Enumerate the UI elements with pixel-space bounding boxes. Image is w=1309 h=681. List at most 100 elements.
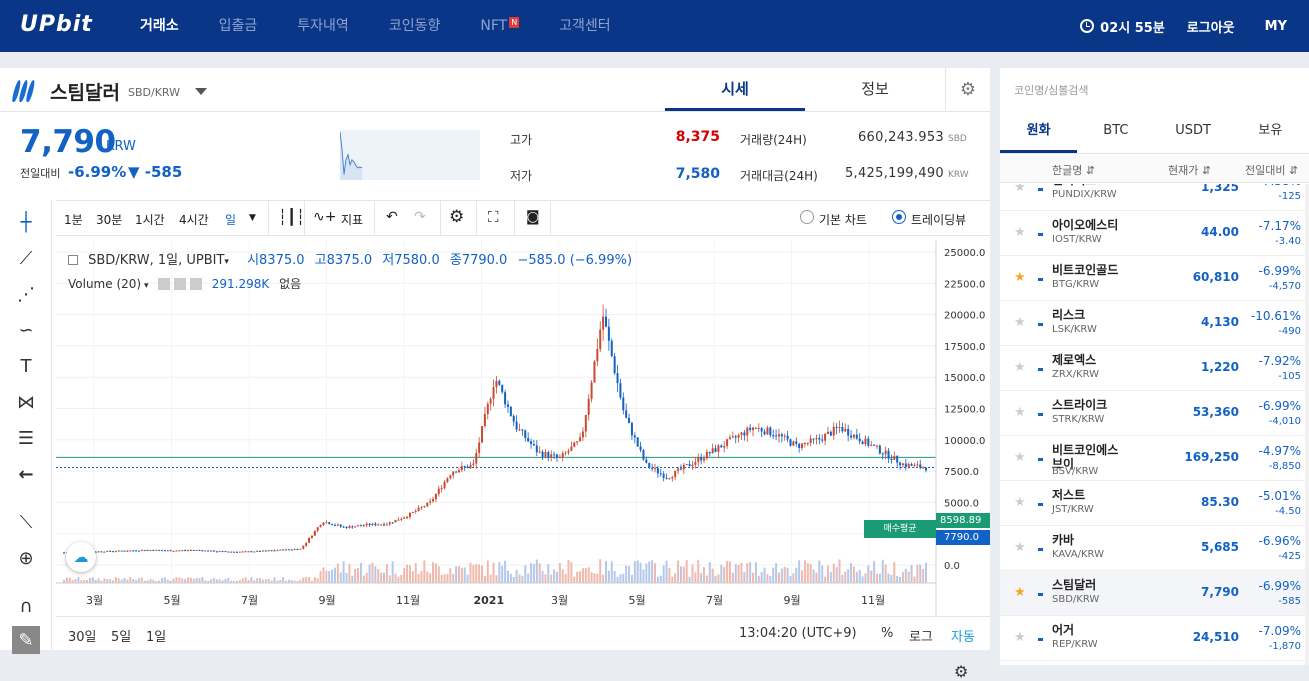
percent-toggle[interactable]: % xyxy=(881,626,894,641)
eye-icon[interactable] xyxy=(158,278,171,290)
collapse-icon[interactable] xyxy=(68,255,78,265)
star-icon[interactable]: ★ xyxy=(1014,405,1026,420)
coin-row[interactable]: ★ 비트코인에스 브이 BSV/KRW 169,250 -4.97% -8,850 xyxy=(1000,436,1309,481)
gear-icon[interactable]: ⚙ xyxy=(945,68,990,111)
chevron-down-icon[interactable]: ▼ xyxy=(249,213,256,223)
coin-row-price: 4,130 xyxy=(1201,315,1239,329)
coin-row[interactable]: ★ 카바 KAVA/KRW 5,685 -6.96% -425 xyxy=(1000,526,1309,571)
interval-30min[interactable]: 30분 xyxy=(96,213,123,227)
range-1d[interactable]: 1일 xyxy=(146,630,167,645)
redo-icon[interactable]: ↷ xyxy=(414,209,426,225)
logout-button[interactable]: 로그아웃 xyxy=(1186,20,1235,36)
volume-indicator-label[interactable]: Volume (20) xyxy=(68,277,142,291)
tab-info[interactable]: 정보 xyxy=(861,80,889,98)
chevron-down-icon[interactable] xyxy=(195,88,207,95)
range-5d[interactable]: 5일 xyxy=(111,630,132,645)
fullscreen-icon[interactable]: ⛶ xyxy=(488,208,499,226)
zoom-in-icon[interactable]: ⊕ xyxy=(18,547,34,569)
basic-chart-label[interactable]: 기본 차트 xyxy=(819,213,867,227)
tab-price[interactable]: 시세 xyxy=(665,68,805,111)
nav-investments[interactable]: 투자내역 xyxy=(297,18,349,34)
volume-bar xyxy=(457,566,460,583)
star-icon[interactable]: ★ xyxy=(1014,360,1026,375)
log-toggle[interactable]: 로그 xyxy=(909,630,933,645)
brush-icon[interactable]: ∽ xyxy=(18,319,34,341)
close-icon[interactable] xyxy=(189,278,202,290)
coin-row[interactable]: ★ 제로엑스 ZRX/KRW 1,220 -7.92% -105 xyxy=(1000,346,1309,391)
tab-btc[interactable]: BTC xyxy=(1103,123,1129,138)
interval-4hour[interactable]: 4시간 xyxy=(179,213,209,227)
settings-icon[interactable] xyxy=(174,278,187,290)
coin-row[interactable]: ★ 펀디엑스 PUNDIX/KRW 1,325 -7.58% -125 xyxy=(1000,184,1309,211)
coin-name[interactable]: 스팀달러 xyxy=(50,82,120,104)
sort-change[interactable]: 전일대비 ⇵ xyxy=(1245,164,1299,177)
pattern-icon[interactable]: ⋈ xyxy=(17,391,35,413)
fib-icon[interactable]: ⋰ xyxy=(17,283,35,305)
coin-row[interactable]: ★ 스트라이크 STRK/KRW 53,360 -6.99% -4,010 xyxy=(1000,391,1309,436)
coin-row[interactable]: ★ 비트코인골드 BTG/KRW 60,810 -6.99% -4,570 xyxy=(1000,256,1309,301)
nav-customer-center[interactable]: 고객센터 xyxy=(559,18,611,34)
crosshair-icon[interactable]: ┼ xyxy=(20,211,32,233)
nav-coin-trends[interactable]: 코인동향 xyxy=(388,18,441,34)
tradingview-radio[interactable] xyxy=(892,210,906,224)
tradingview-cloud-icon[interactable]: ☁ xyxy=(66,542,96,572)
star-icon[interactable]: ★ xyxy=(1014,540,1026,555)
indicator-button[interactable]: 지표 xyxy=(341,213,364,227)
coin-row[interactable]: ★ 스팀달러 SBD/KRW 7,790 -6.99% -585 xyxy=(1000,571,1309,616)
upbit-logo[interactable]: UPbit xyxy=(20,12,93,37)
interval-day[interactable]: 일 xyxy=(225,213,237,227)
undo-icon[interactable]: ↶ xyxy=(386,209,398,225)
star-icon[interactable]: ★ xyxy=(1014,225,1026,240)
chart-settings-icon[interactable]: ⚙ xyxy=(449,207,465,227)
star-icon[interactable]: ★ xyxy=(1014,450,1026,465)
star-icon[interactable]: ★ xyxy=(1014,495,1026,510)
price-chart[interactable]: 25000.0 22500.0 20000.0 17500.0 15000.0 12500… xyxy=(56,240,990,681)
my-page-button[interactable]: MY xyxy=(1264,18,1287,34)
star-icon[interactable]: ★ xyxy=(1014,585,1026,600)
tab-krw[interactable]: 원화 xyxy=(1000,108,1078,153)
indicator-icon[interactable]: ∿+ xyxy=(313,209,337,225)
interval-1hour[interactable]: 1시간 xyxy=(135,213,165,227)
lock-drawing-icon[interactable]: ✎ xyxy=(12,626,40,654)
auto-toggle[interactable]: 자동 xyxy=(951,630,975,645)
star-icon[interactable]: ★ xyxy=(1014,630,1026,645)
sort-price[interactable]: 현재가 ⇵ xyxy=(1168,164,1212,177)
prediction-icon[interactable]: ☰ xyxy=(17,427,35,449)
coin-row[interactable]: ★ 아이오에스티 IOST/KRW 44.00 -7.17% -3.40 xyxy=(1000,211,1309,256)
magnet-icon[interactable]: ∩ xyxy=(19,595,33,617)
candle-body xyxy=(342,526,345,528)
candle-body xyxy=(538,451,541,453)
nav-nft[interactable]: NFT N xyxy=(480,0,520,52)
coin-row[interactable]: ★ 저스트 JST/KRW 85.30 -5.01% -4.50 xyxy=(1000,481,1309,526)
star-icon[interactable]: ★ xyxy=(1014,270,1026,285)
text-tool-icon[interactable]: T xyxy=(20,355,32,377)
star-icon[interactable]: ★ xyxy=(1014,315,1026,330)
coin-row[interactable]: ★ 어거 REP/KRW 24,510 -7.09% -1,870 xyxy=(1000,616,1309,661)
coin-search-input[interactable]: 코인명/심볼검색 xyxy=(1014,84,1089,97)
trade-value: 5,425,199,490 xyxy=(844,166,944,181)
candle-body xyxy=(348,526,351,529)
chart-clock[interactable]: 13:04:20 (UTC+9) xyxy=(739,626,857,641)
arrow-left-icon[interactable]: ← xyxy=(18,463,34,485)
basic-chart-radio[interactable] xyxy=(800,210,814,224)
nav-exchange[interactable]: 거래소 xyxy=(140,18,179,34)
star-icon[interactable]: ★ xyxy=(1014,184,1026,195)
nav-deposit-withdraw[interactable]: 입출금 xyxy=(218,18,258,34)
candlestick-chart[interactable]: 25000.0 22500.0 20000.0 17500.0 15000.0 12500… xyxy=(56,240,990,616)
tab-usdt[interactable]: USDT xyxy=(1175,123,1211,138)
tab-holdings[interactable]: 보유 xyxy=(1258,123,1283,138)
list-scrollbar[interactable] xyxy=(1305,184,1309,665)
volume-bar xyxy=(432,562,435,583)
sort-name[interactable]: 한글명 ⇵ xyxy=(1052,164,1096,177)
interval-1min[interactable]: 1분 xyxy=(64,213,83,227)
range-30d[interactable]: 30일 xyxy=(68,630,97,645)
ruler-icon[interactable]: ⟍ xyxy=(19,511,33,533)
tradingview-label[interactable]: 트레이딩뷰 xyxy=(911,213,967,227)
chevron-down-icon[interactable]: ▾ xyxy=(224,257,229,267)
candle-type-icon[interactable]: ┆┃┆ xyxy=(278,208,306,226)
chart-symbol[interactable]: SBD/KRW, 1일, UPBIT xyxy=(88,253,225,268)
volume-bar xyxy=(161,577,164,583)
trendline-icon[interactable]: ⟋ xyxy=(19,247,33,269)
coin-row[interactable]: ★ 리스크 LSK/KRW 4,130 -10.61% -490 xyxy=(1000,301,1309,346)
camera-icon[interactable]: ◙ xyxy=(526,209,540,225)
